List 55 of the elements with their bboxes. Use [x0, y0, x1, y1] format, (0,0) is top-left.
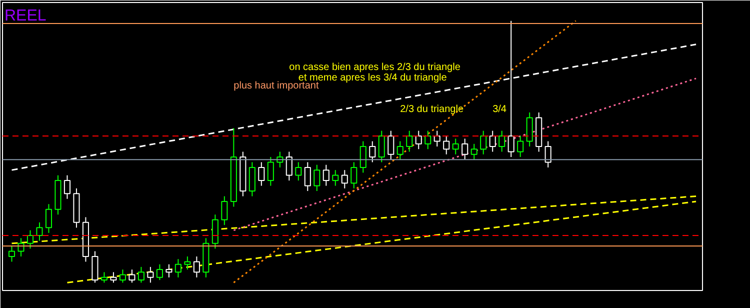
- candlestick: [286, 151, 292, 182]
- candlestick: [332, 170, 339, 186]
- candlestick: [360, 140, 366, 174]
- candlestick: [470, 143, 478, 160]
- candlestick: [128, 269, 136, 284]
- candlestick: [138, 266, 144, 284]
- candlestick: [341, 170, 348, 189]
- candlestick: [489, 130, 496, 152]
- candlestick: [396, 140, 404, 160]
- candlestick: [119, 269, 126, 284]
- candlestick: [517, 136, 524, 158]
- candlestick: [295, 162, 302, 182]
- candlestick: [378, 130, 385, 163]
- annotation: 2/3 du triangle: [400, 104, 464, 116]
- candlestick: [480, 130, 487, 155]
- candlestick: [45, 204, 52, 234]
- candlestick: [424, 130, 432, 150]
- candlestick: [64, 174, 71, 200]
- candlestick: [18, 238, 24, 257]
- candlestick: [100, 272, 108, 284]
- candlestick: [544, 140, 552, 168]
- candlestick: [526, 112, 533, 147]
- candlestick: [350, 162, 358, 189]
- candlestick: [248, 162, 256, 197]
- candlestick: [92, 250, 98, 284]
- candlestick: [443, 136, 450, 155]
- candlestick: [166, 264, 172, 278]
- candlestick: [462, 138, 468, 160]
- candlestick: [193, 256, 200, 278]
- candlestick: [174, 258, 182, 278]
- candlestick: [184, 256, 191, 270]
- annotation: on casse bien apres les 2/3 du triangle: [289, 62, 461, 74]
- candlestick: [406, 130, 413, 152]
- candlestick: [26, 230, 34, 250]
- candlestick: [434, 130, 440, 147]
- annotation: plus haut important: [234, 80, 319, 92]
- candlestick: [258, 162, 265, 186]
- candlestick: [156, 264, 163, 281]
- candlestick: [267, 156, 274, 186]
- candlestick: [314, 164, 320, 192]
- annotation: 3/4: [492, 104, 507, 116]
- candlestick: [147, 266, 154, 284]
- annotation: REEL: [4, 8, 46, 24]
- candlestick: [36, 222, 43, 242]
- candlestick: [498, 130, 506, 152]
- candlestick: [322, 164, 330, 186]
- candlestick: [8, 245, 16, 262]
- candlestick: [221, 196, 228, 226]
- candlestick: [304, 162, 311, 192]
- candlestick: [415, 130, 422, 150]
- candlestick: [110, 272, 117, 284]
- candlestick: [388, 130, 394, 160]
- candlestick: [452, 138, 459, 155]
- candlestick: [369, 140, 376, 163]
- candlestick: [212, 214, 218, 250]
